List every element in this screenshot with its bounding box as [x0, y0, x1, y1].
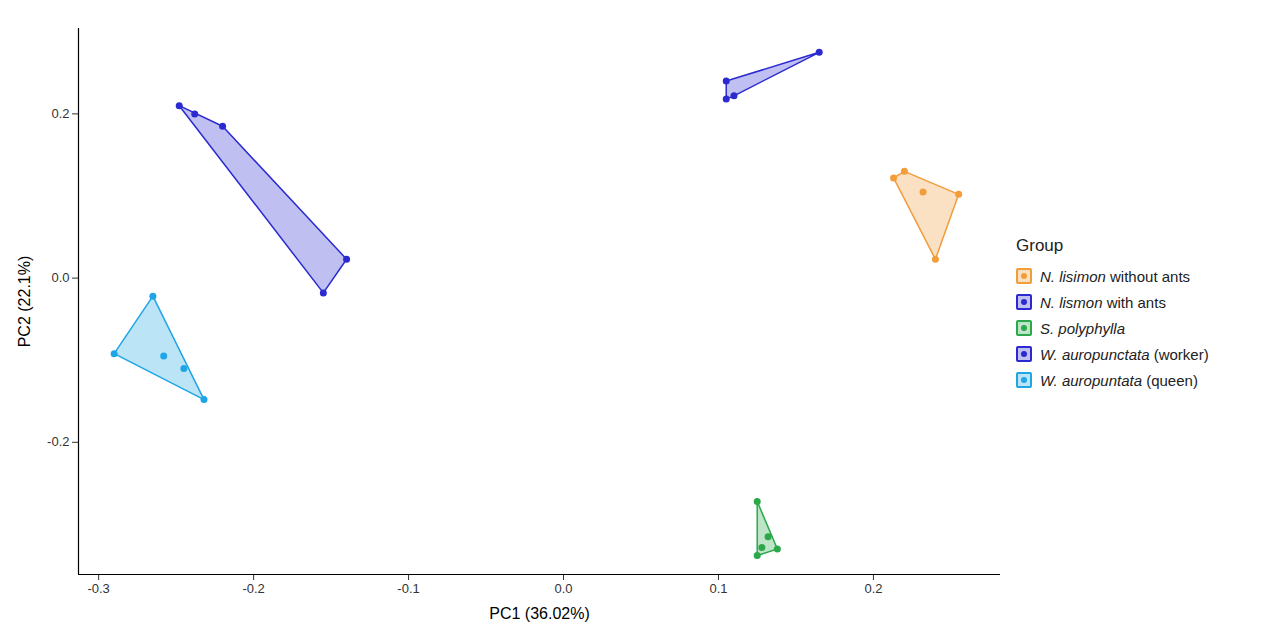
svg-text:-0.2: -0.2: [47, 434, 69, 449]
svg-text:0.2: 0.2: [51, 106, 69, 121]
html-text:Group: Group: [1016, 236, 1064, 255]
svg-text:0.0: 0.0: [554, 581, 572, 596]
svg-text:PC2 (22.1%): PC2 (22.1%): [16, 256, 33, 348]
html-text:W. auropunctata (worker): W. auropunctata (worker): [1040, 345, 1209, 363]
svg-text:PC1 (36.02%): PC1 (36.02%): [489, 605, 590, 622]
svg-text:-0.1: -0.1: [397, 581, 419, 596]
svg-text:0.1: 0.1: [709, 581, 727, 596]
svg-text:0.0: 0.0: [51, 270, 69, 285]
html-text:S. polyphylla: S. polyphylla: [1040, 319, 1126, 337]
html-text:W. auropuntata (queen): W. auropuntata (queen): [1040, 371, 1198, 389]
svg-text:0.2: 0.2: [864, 581, 882, 596]
html-text:N. lisimon without ants: N. lisimon without ants: [1040, 267, 1191, 285]
html-text:N. lismon with ants: N. lismon with ants: [1040, 293, 1166, 311]
svg-text:-0.3: -0.3: [87, 581, 109, 596]
svg-text:-0.2: -0.2: [242, 581, 264, 596]
